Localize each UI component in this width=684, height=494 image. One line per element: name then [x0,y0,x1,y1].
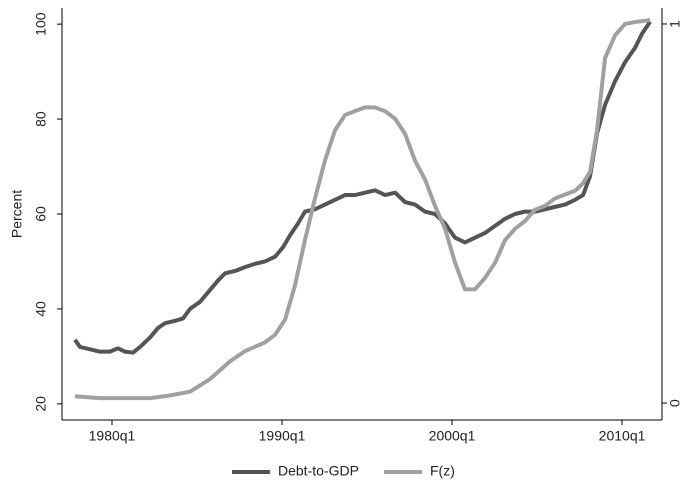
x-tick-label: 1990q1 [259,428,306,444]
y-tick-label: 100 [33,12,49,36]
series-line [73,20,652,355]
y2-tick-label: 1 [667,20,683,28]
series-line [74,18,651,401]
y-axis-label: Percent [9,190,25,238]
y-tick-label: 80 [33,111,49,127]
y-tick-label: 20 [33,396,49,412]
x-tick-label: 2000q1 [429,428,476,444]
x-tick-label: 1980q1 [89,428,136,444]
legend-label: Debt-to-GDP [278,463,359,479]
legend-label: F(z) [430,463,455,479]
y-tick-label: 60 [33,206,49,222]
x-tick-label: 2010q1 [599,428,646,444]
y2-tick-label: 0 [667,399,683,407]
y-tick-label: 40 [33,301,49,317]
